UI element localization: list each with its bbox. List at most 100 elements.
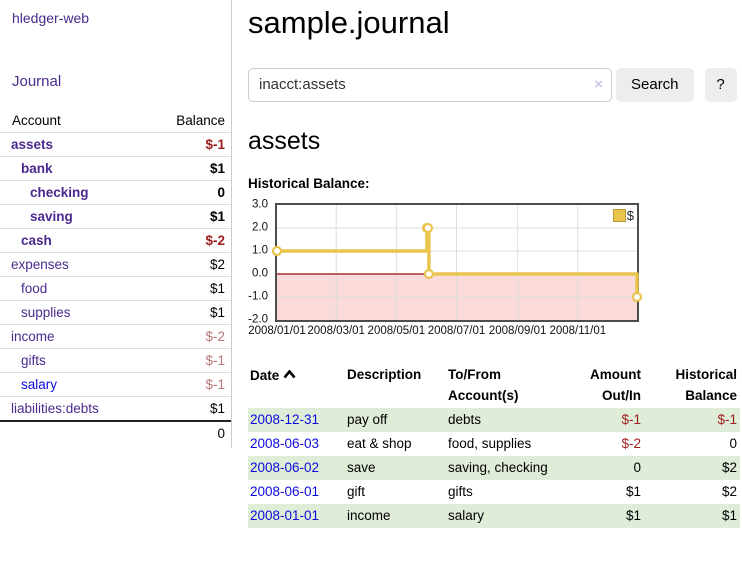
- column-header-balance[interactable]: Historical Balance: [675, 367, 737, 403]
- transaction-date-link[interactable]: 2008-06-02: [250, 459, 320, 475]
- legend-label: $: [626, 208, 634, 224]
- account-row: cash $-2: [0, 228, 231, 252]
- chart-legend: $: [612, 208, 634, 224]
- account-link[interactable]: food: [21, 281, 48, 296]
- account-balance: $1: [209, 401, 225, 416]
- account-link[interactable]: assets: [11, 137, 54, 152]
- chart-canvas: [271, 205, 643, 321]
- account-balance: $-2: [205, 233, 225, 248]
- help-button[interactable]: ?: [704, 67, 737, 102]
- account-row: income $-2: [0, 324, 231, 348]
- transaction-amount: $-1: [558, 407, 644, 432]
- transaction-description: gift: [347, 483, 366, 499]
- transaction-accounts: debts: [446, 407, 558, 432]
- account-row: checking 0: [0, 180, 231, 204]
- account-balance: $-1: [205, 353, 225, 368]
- account-link[interactable]: supplies: [21, 305, 71, 320]
- y-axis: 3.0 2.0 1.0 0.0 -1.0 -2.0: [245, 199, 271, 325]
- transaction-description: eat & shop: [347, 435, 412, 451]
- account-row: bank $1: [0, 156, 231, 180]
- register-row: 2008-06-02 save saving, checking 0 $2: [248, 455, 740, 480]
- historical-balance-chart: 3.0 2.0 1.0 0.0 -1.0 -2.0 $ 2008/01/01 2008/03…: [248, 199, 643, 339]
- transaction-date-link[interactable]: 2008-06-03: [250, 435, 320, 451]
- chart-plot-area: $: [271, 203, 643, 323]
- account-balance: $-1: [205, 377, 225, 392]
- column-header-description[interactable]: Description: [347, 367, 422, 383]
- transaction-balance: $2: [644, 455, 740, 480]
- account-link[interactable]: cash: [21, 233, 52, 248]
- account-row: expenses $2: [0, 252, 231, 276]
- column-header-accounts[interactable]: To/From Account(s): [448, 367, 519, 403]
- accounts-total-balance: 0: [217, 426, 225, 441]
- account-row: liabilities:debts $1: [0, 396, 231, 420]
- main-content: sample.journal × Search ? assets Histori…: [248, 0, 740, 528]
- y-axis-tick-label: 2.0: [252, 221, 268, 234]
- account-link[interactable]: expenses: [11, 257, 69, 272]
- x-axis-tick-label: 2008/05/01: [367, 325, 426, 338]
- transaction-accounts: gifts: [448, 483, 473, 499]
- account-link[interactable]: checking: [30, 185, 89, 200]
- transaction-balance: $2: [721, 483, 737, 499]
- account-link[interactable]: income: [11, 329, 55, 344]
- balance-column-header: Balance: [176, 113, 225, 128]
- date-header-label: Date: [250, 368, 280, 384]
- accounts-total-row: 0: [0, 420, 231, 445]
- transaction-accounts: food, supplies: [448, 435, 532, 451]
- transaction-amount: $1: [625, 483, 641, 499]
- register-row: 2008-06-03 eat & shop food, supplies $-2 0: [248, 432, 740, 456]
- account-heading: assets: [248, 126, 321, 155]
- account-row: assets $-1: [0, 132, 231, 156]
- account-row: salary $-1: [0, 372, 231, 396]
- column-header-date[interactable]: Date: [248, 364, 345, 408]
- sidebar-item-journal[interactable]: Journal: [12, 73, 62, 90]
- transaction-accounts: salary: [446, 503, 558, 528]
- transaction-accounts: saving, checking: [446, 455, 558, 480]
- transaction-amount: $-2: [621, 435, 641, 451]
- transaction-date-link[interactable]: 2008-01-01: [250, 507, 320, 523]
- transaction-amount: 0: [558, 455, 644, 480]
- y-axis-tick-label: 3.0: [252, 198, 268, 211]
- account-link[interactable]: bank: [21, 161, 53, 176]
- accounts-table: Account Balance assets $-1 bank $1 checking 0…: [0, 109, 231, 445]
- y-axis-tick-label: 0.0: [252, 267, 268, 280]
- transaction-balance: 0: [729, 435, 737, 451]
- account-link[interactable]: saving: [30, 209, 73, 224]
- legend-swatch-icon: [612, 209, 626, 223]
- register-header-row: Date Description To/From Account(s) Amou…: [248, 364, 740, 408]
- accounts-table-header: Account Balance: [0, 109, 231, 132]
- account-row: gifts $-1: [0, 348, 231, 372]
- column-header-amount[interactable]: Amount Out/In: [590, 367, 641, 403]
- x-axis-tick-label: 2008/11/01: [549, 325, 607, 338]
- brand-link[interactable]: hledger-web: [12, 10, 90, 26]
- account-balance: $1: [209, 209, 225, 224]
- transaction-description: pay off: [345, 407, 446, 432]
- x-axis-tick-label: 2008/03/01: [307, 325, 365, 338]
- register-row: 2008-06-01 gift gifts $1 $2: [248, 480, 740, 504]
- account-row: saving $1: [0, 204, 231, 228]
- register-row: 2008-12-31 pay off debts $-1 $-1: [248, 407, 740, 432]
- transaction-date-link[interactable]: 2008-06-01: [250, 483, 320, 499]
- transaction-description: save: [345, 455, 446, 480]
- register-row: 2008-01-01 income salary $1 $1: [248, 503, 740, 528]
- account-link[interactable]: liabilities:debts: [11, 401, 99, 416]
- y-axis-tick-label: -1.0: [248, 290, 268, 303]
- account-row: supplies $1: [0, 300, 231, 324]
- account-link[interactable]: salary: [21, 377, 58, 392]
- x-axis-tick-label: 2008/09/01: [488, 325, 547, 338]
- transaction-amount: $1: [558, 503, 644, 528]
- transaction-date-link[interactable]: 2008-12-31: [250, 411, 320, 427]
- clear-search-icon[interactable]: ×: [594, 75, 603, 93]
- account-balance: $2: [209, 257, 225, 272]
- account-link[interactable]: gifts: [21, 353, 46, 368]
- x-axis-tick-label: 2008/01/01: [248, 325, 306, 338]
- search-button[interactable]: Search: [616, 67, 694, 102]
- transaction-description: income: [345, 503, 446, 528]
- chart-title: Historical Balance:: [248, 176, 370, 192]
- page-title: sample.journal: [248, 5, 450, 40]
- register-body: 2008-12-31 pay off debts $-1 $-1 2008-06-03 ea…: [248, 407, 740, 528]
- account-balance: $1: [209, 305, 225, 320]
- search-input[interactable]: [248, 67, 612, 102]
- account-balance: $1: [209, 281, 225, 296]
- account-balance: 0: [217, 185, 225, 200]
- accounts-list: assets $-1 bank $1 checking 0 saving $1 cash $-2 e…: [0, 132, 231, 420]
